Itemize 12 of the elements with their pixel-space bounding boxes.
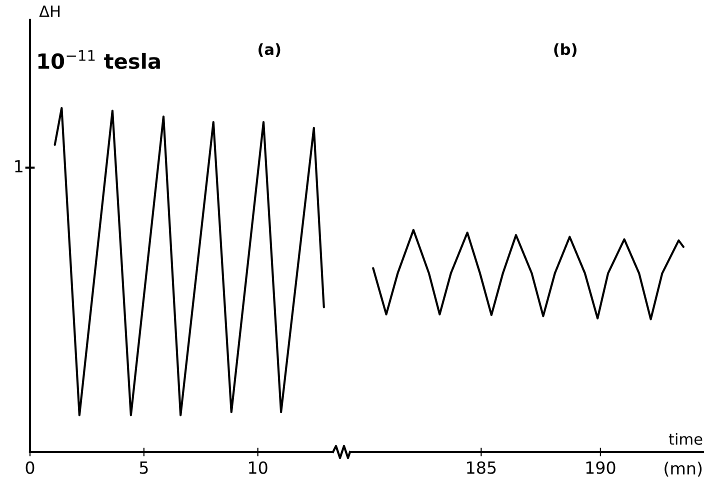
x-tick-label: 10 xyxy=(249,461,268,474)
x-tick-label: 185 xyxy=(467,461,496,474)
chart-title: (b) xyxy=(554,43,576,57)
text: (mn) xyxy=(664,462,702,477)
x-tick-label: 5 xyxy=(140,462,148,474)
text: 1 xyxy=(15,160,22,172)
x-tick-label: 0 xyxy=(26,461,34,474)
text: 10$^{−11}$ tesla xyxy=(38,50,160,70)
x-tick-label: 190 xyxy=(586,461,616,474)
chart-title: (a) xyxy=(258,43,280,57)
y-axis-title: ΔH xyxy=(39,6,60,17)
x-axis-title: time xyxy=(668,433,702,445)
